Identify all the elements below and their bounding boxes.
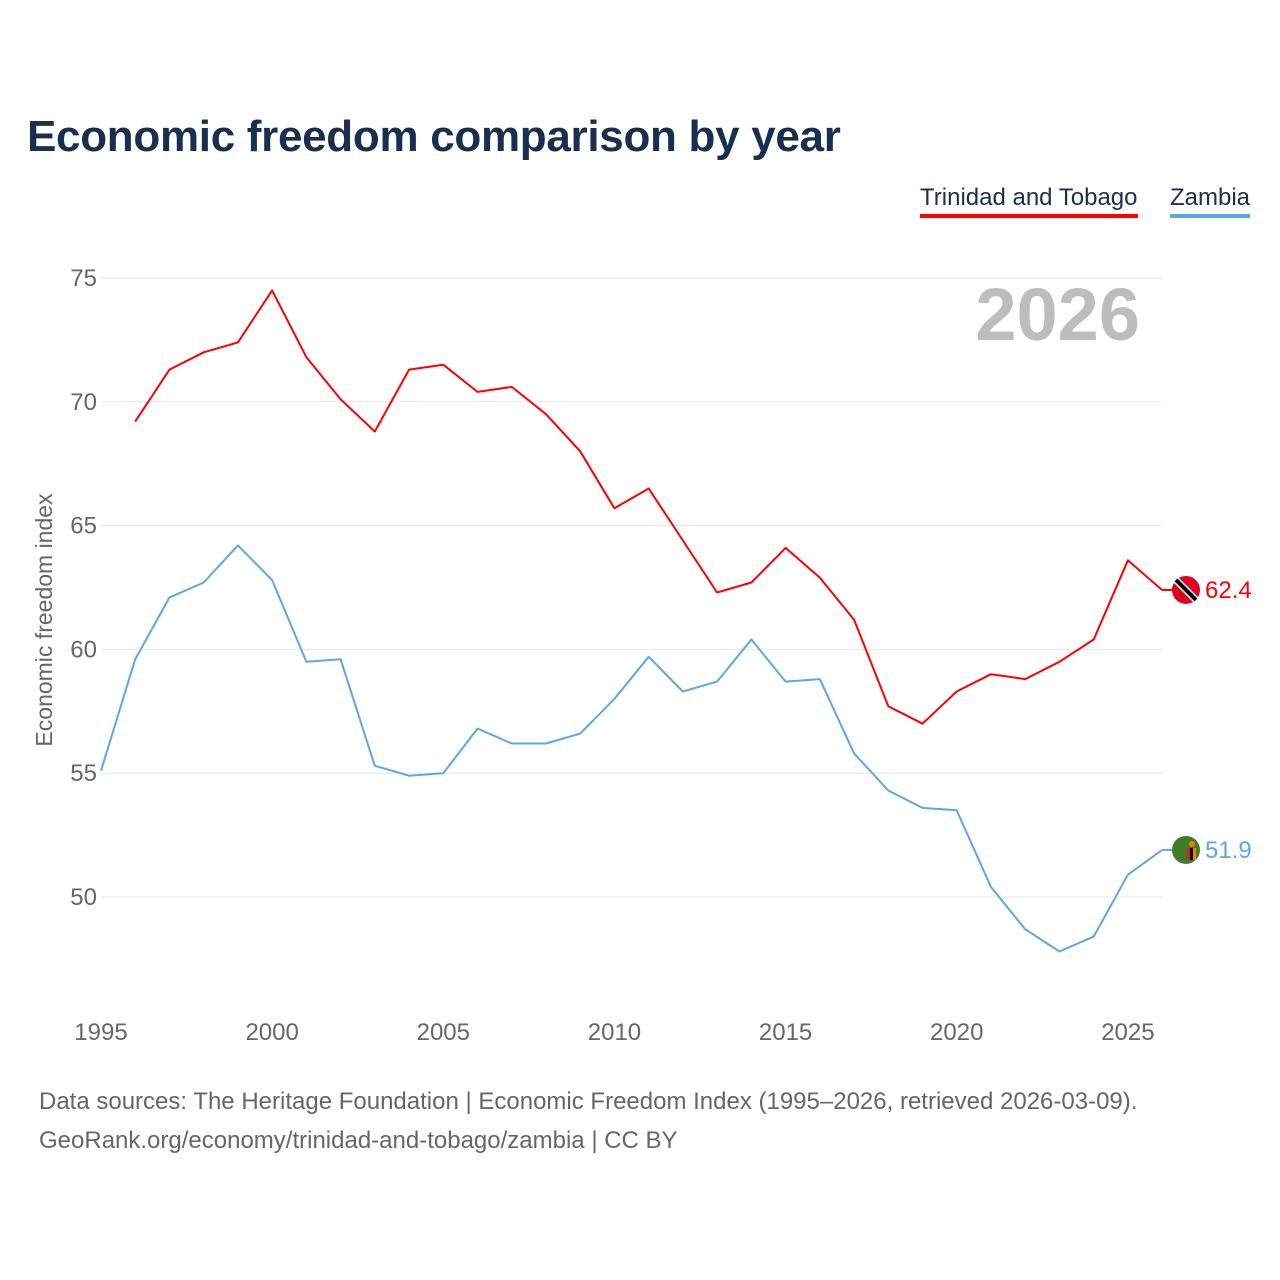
year-watermark: 2026 (975, 273, 1140, 356)
x-tick-label: 2020 (930, 1019, 983, 1046)
flag-stripe (1190, 847, 1193, 860)
footer-sources: Data sources: The Heritage Foundation | … (39, 1088, 1138, 1115)
y-tick-label: 70 (70, 389, 97, 416)
flag-stripe (1187, 847, 1190, 860)
footer-link[interactable]: GeoRank.org/economy/trinidad-and-tobago/… (39, 1127, 678, 1154)
flag-eagle (1189, 840, 1195, 847)
y-tick-label: 50 (70, 884, 97, 911)
series-line-zambia (100, 544, 1163, 953)
y-tick-label: 75 (70, 265, 97, 292)
flag-stripe (1174, 578, 1198, 602)
y-axis-label: Economic freedom index (31, 493, 57, 747)
x-tick-label: 2010 (588, 1019, 641, 1046)
x-tick-label: 1995 (74, 1019, 127, 1046)
y-tick-label: 55 (70, 760, 97, 787)
y-tick-label: 60 (70, 636, 97, 663)
x-tick-label: 2015 (759, 1019, 812, 1046)
flag-stripe (1193, 847, 1196, 860)
end-value-label: 62.4 (1205, 577, 1252, 604)
chart-title: Economic freedom comparison by year (27, 112, 841, 161)
x-tick-label: 2005 (417, 1019, 470, 1046)
series-line-trinidad-and-tobago (134, 289, 1163, 725)
y-tick-label: 65 (70, 513, 97, 540)
legend-item-trinidad-and-tobago[interactable]: Trinidad and Tobago (920, 184, 1138, 218)
legend-item-zambia[interactable]: Zambia (1170, 184, 1251, 218)
x-tick-label: 2025 (1101, 1019, 1154, 1046)
end-value-label: 51.9 (1205, 837, 1252, 864)
x-tick-label: 2000 (245, 1019, 298, 1046)
